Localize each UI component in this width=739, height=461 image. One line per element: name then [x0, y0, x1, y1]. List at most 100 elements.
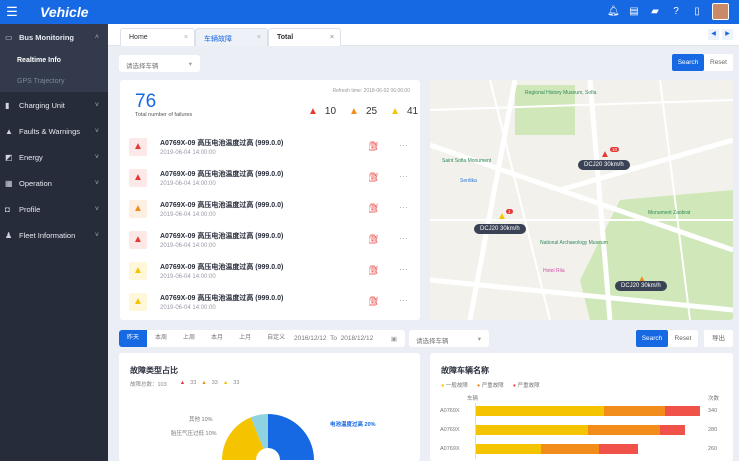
alarm-time: 2019-06-04 14:00:00 — [160, 274, 216, 280]
vehicle-speed-label[interactable]: DCJ20 30km/h — [578, 160, 630, 170]
bar-col-left: 车辆 — [467, 396, 479, 402]
mobile-icon[interactable]: ▯ — [694, 6, 700, 17]
sidebar-item-charging-unit[interactable]: ▮ Charging Unit ˅ — [5, 100, 99, 110]
close-icon[interactable]: × — [183, 34, 188, 41]
more-icon[interactable]: ··· — [399, 202, 408, 212]
period-yesterday[interactable]: 昨天 — [119, 330, 148, 347]
chat-icon[interactable]: ▰ — [651, 6, 659, 17]
alarm-row[interactable]: ▲ A0769X-09 高压电池温度过高 (999.0.0) 2019-06-0… — [129, 194, 414, 225]
pie-slice[interactable] — [250, 414, 268, 449]
alarm-title: A0769X-09 高压电池温度过高 (999.0.0) — [160, 202, 284, 209]
chevron-down-icon: ˅ — [94, 231, 99, 239]
map-place: Hotel Rila — [543, 268, 565, 274]
critical-vehicle-marker[interactable]: ▲ — [600, 149, 610, 160]
bar-segment[interactable] — [603, 406, 666, 416]
fleet-icon: ♟ — [5, 230, 13, 240]
reset-button[interactable]: Reset — [704, 54, 733, 71]
charger-icon: ▮ — [5, 100, 10, 110]
pie-slice[interactable] — [222, 417, 264, 460]
vehicle-select[interactable]: 请选择车辆 ▾ — [119, 55, 200, 72]
sidebar-item-fleet-information[interactable]: ♟ Fleet Information ˅ — [5, 230, 99, 240]
pie-slice[interactable] — [268, 414, 314, 460]
sidebar-item-profile[interactable]: ◘ Profile ˅ — [5, 204, 99, 214]
engine-icon: ⛽︎ — [368, 296, 380, 306]
bar-segment[interactable] — [476, 406, 604, 416]
reset-button-2[interactable]: Reset — [668, 330, 698, 347]
bar-row: A0769X 340 — [430, 406, 733, 416]
tab-vehicle-faults[interactable]: 车辆故障 × — [195, 28, 268, 46]
vehicle-select-2[interactable]: 请选择车辆 ▾ — [409, 330, 489, 347]
period-last-week[interactable]: 上周 — [183, 335, 196, 341]
legend-item[interactable]: ● 一般故障 — [441, 381, 468, 389]
alarm-row[interactable]: ▲ A0769X-09 高压电池温度过高 (999.0.0) 2019-06-0… — [129, 225, 414, 256]
alarm-title: A0769X-09 高压电池温度过高 (999.0.0) — [160, 140, 284, 147]
tab-next-button[interactable]: ▶ — [722, 29, 733, 40]
engine-icon: ⛽︎ — [368, 203, 380, 213]
sidebar: ▭ Bus Monitoring ˄ Realtime Info GPS Traje… — [0, 24, 108, 461]
vehicle-speed-label[interactable]: DCJ20 30km/h — [615, 281, 667, 291]
legend-label: 一般故障 — [445, 383, 468, 389]
search-button-2[interactable]: Search — [636, 330, 668, 347]
map-view[interactable]: Regional History Museum, Sofia Saint Sof… — [430, 80, 733, 320]
period-this-month[interactable]: 本月 — [211, 335, 224, 341]
alarm-title: A0769X-09 高压电池温度过高 (999.0.0) — [160, 295, 284, 302]
engine-icon: ⛽︎ — [368, 172, 380, 182]
alarm-row[interactable]: ▲ A0769X-09 高压电池温度过高 (999.0.0) 2019-06-0… — [129, 287, 414, 318]
bar-segment[interactable] — [599, 444, 639, 454]
alarm-time: 2019-06-04 14:00:00 — [160, 181, 216, 187]
bar-segment[interactable] — [541, 444, 600, 454]
bar-segment[interactable] — [476, 444, 542, 454]
bar-segment[interactable] — [476, 425, 588, 435]
period-last-month[interactable]: 上月 — [239, 335, 252, 341]
marker-badge: 1 — [506, 209, 513, 214]
fault-vehicle-bar-card: 故障车辆名称 ● 一般故障 ● 严重故障 ● 严重故障 车辆 次数 A0769X 3… — [430, 353, 733, 461]
bar-segment[interactable] — [659, 425, 685, 435]
map-streets — [430, 80, 733, 320]
sidebar-item-bus-monitoring[interactable]: ▭ Bus Monitoring ˄ — [0, 24, 108, 50]
marker-badge: 10 — [610, 147, 620, 152]
more-icon[interactable]: ··· — [399, 264, 408, 274]
sidebar-item-energy[interactable]: ◩ Energy ˅ — [5, 152, 99, 162]
more-icon[interactable]: ··· — [399, 171, 408, 181]
tab-total[interactable]: Total × — [268, 28, 341, 46]
sidebar-item-operation[interactable]: ▦ Operation ˅ — [5, 178, 99, 188]
alarm-row[interactable]: ▲ A0769X-09 高压电池温度过高 (999.0.0) 2019-06-0… — [129, 256, 414, 287]
export-button[interactable]: 导出 — [704, 330, 733, 347]
alarm-row[interactable]: ▲ A0769X-09 高压电池温度过高 (999.0.0) 2019-06-0… — [129, 163, 414, 194]
bar-legend: ● 一般故障 ● 严重故障 ● 严重故障 — [441, 381, 540, 389]
sidebar-subitem-realtime-info[interactable]: Realtime Info — [0, 50, 108, 71]
critical-warning-icon: ▲ — [129, 169, 147, 187]
bar-segment[interactable] — [588, 425, 660, 435]
pie-title: 故障类型占比 — [130, 366, 178, 375]
sidebar-item-faults-warnings[interactable]: ▲ Faults & Warnings ˅ — [5, 126, 99, 136]
menu-icon[interactable]: ☰ — [6, 4, 18, 19]
legend-item[interactable]: ● 严重故障 — [513, 381, 540, 389]
search-button[interactable]: Search — [672, 54, 704, 71]
close-icon[interactable]: × — [329, 34, 334, 41]
legend-dot-icon: ● — [441, 383, 445, 389]
date-range-picker[interactable]: 2016/12/12 To 2018/12/12 ▣ — [287, 330, 405, 347]
sidebar-subitem-gps-trajectory[interactable]: GPS Trajectory — [0, 71, 108, 92]
bar-category: A0769X — [440, 408, 460, 414]
bell-icon[interactable]: 🔔︎ — [607, 6, 620, 17]
tab-home[interactable]: Home × — [120, 28, 195, 46]
tab-prev-button[interactable]: ◀ — [708, 29, 719, 40]
help-icon[interactable]: ? — [673, 6, 679, 17]
fault-type-pie-card: 故障类型占比 故障总数：103 ▲ 33 ▲ 33 ▲ 33 电池温度过高 20% 其… — [119, 353, 420, 461]
alarm-row[interactable]: ▲ A0769X-09 高压电池温度过高 (999.0.0) 2019-06-0… — [129, 132, 414, 163]
more-icon[interactable]: ··· — [399, 140, 408, 150]
vehicle-speed-label[interactable]: DCJ20 30km/h — [474, 224, 526, 234]
period-this-week[interactable]: 本周 — [155, 335, 168, 341]
period-custom[interactable]: 自定义 — [267, 335, 286, 341]
more-icon[interactable]: ··· — [399, 295, 408, 305]
avatar[interactable] — [712, 3, 729, 20]
more-icon[interactable]: ··· — [399, 233, 408, 243]
engine-icon: ⛽︎ — [368, 265, 380, 275]
minor-vehicle-marker[interactable]: ▲ — [497, 211, 507, 222]
major-vehicle-marker[interactable]: ▲ — [637, 274, 647, 285]
legend-item[interactable]: ● 严重故障 — [477, 381, 504, 389]
bar-segment[interactable] — [665, 406, 700, 416]
close-icon[interactable]: × — [256, 34, 261, 41]
clipboard-icon[interactable]: ▤ — [629, 6, 639, 17]
engine-icon: ⛽︎ — [368, 234, 380, 244]
